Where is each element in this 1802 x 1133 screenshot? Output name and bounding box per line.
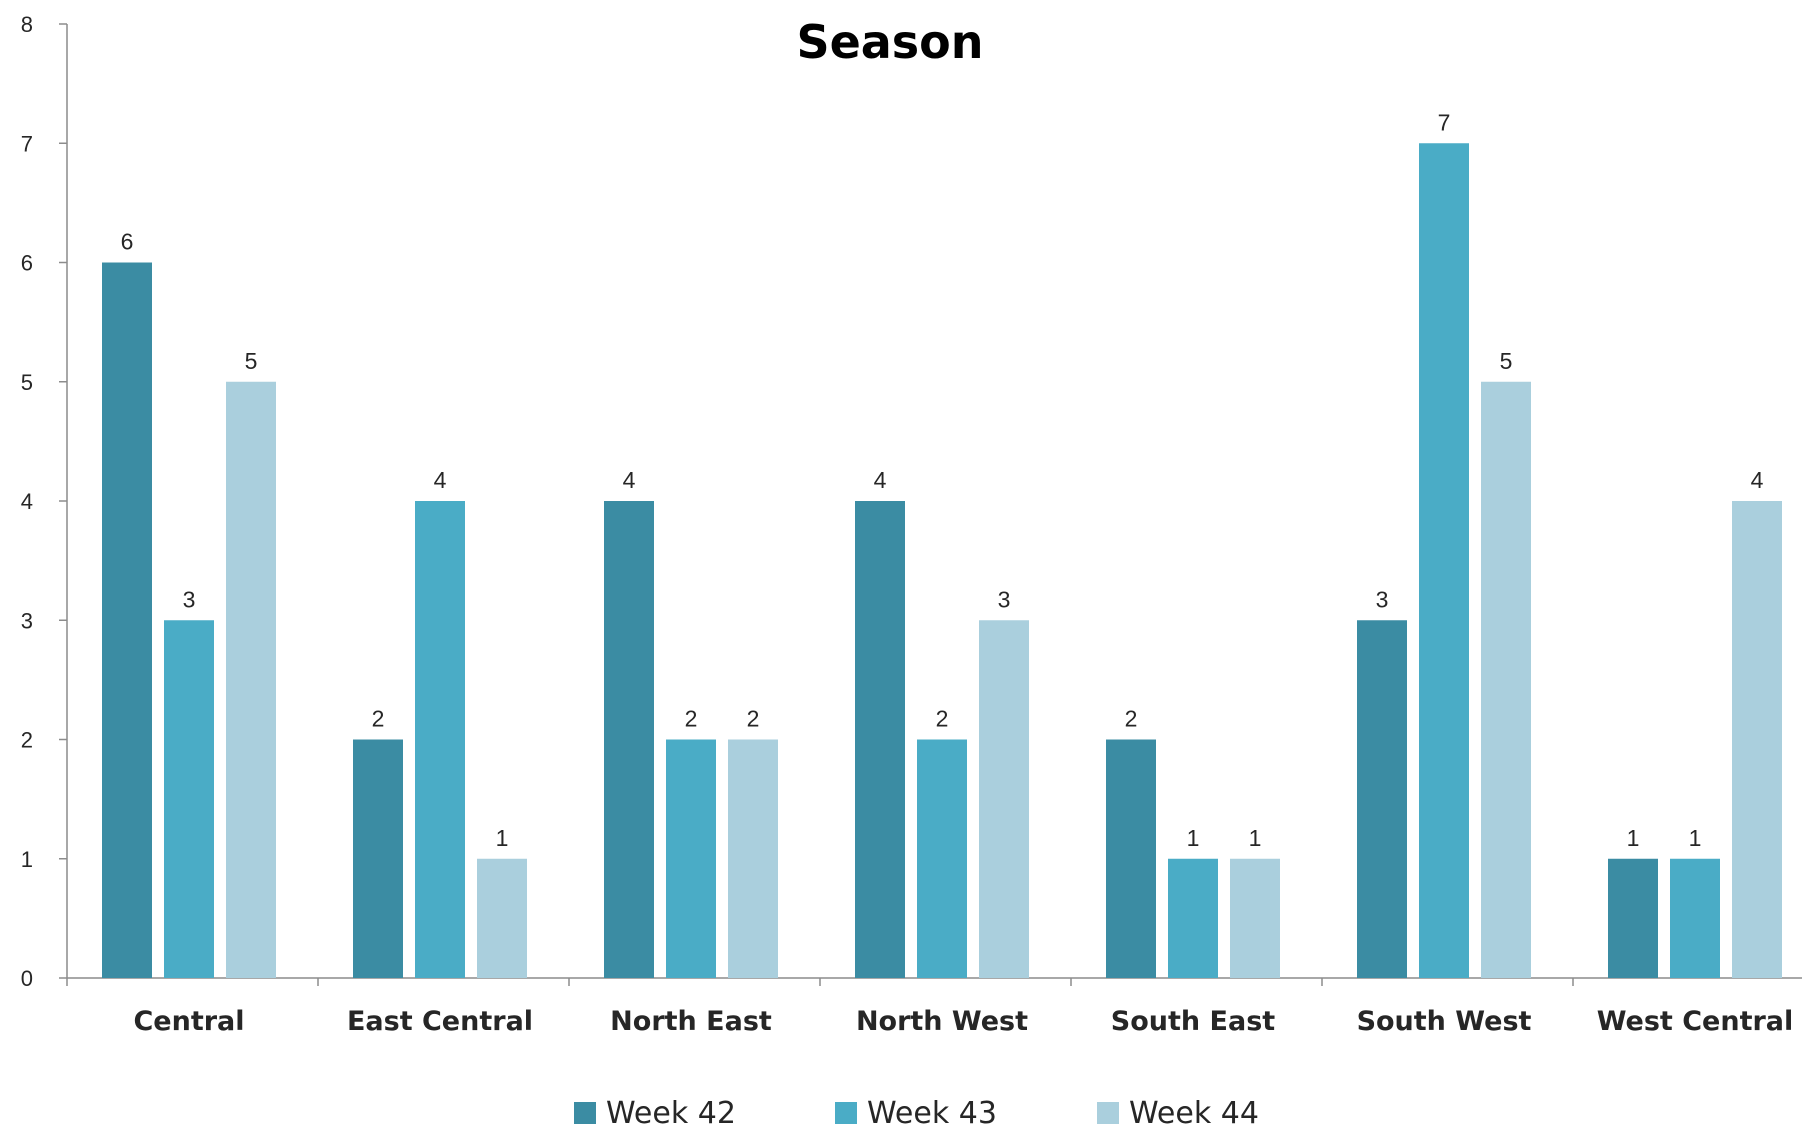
bar-week-42	[353, 739, 403, 978]
bar-week-44	[1230, 858, 1280, 978]
data-label: 6	[121, 229, 134, 255]
bar-week-42	[1106, 739, 1156, 978]
data-label: 1	[1249, 825, 1262, 851]
legend-swatch	[835, 1102, 857, 1124]
x-tick-label: South East	[1111, 1006, 1275, 1037]
data-label: 1	[1627, 825, 1640, 851]
bar-week-42	[604, 501, 654, 978]
x-tick-label: East Central	[347, 1006, 533, 1037]
data-label: 7	[1438, 109, 1451, 135]
bar-week-43	[164, 620, 214, 978]
data-label: 5	[245, 348, 258, 374]
y-tick-label: 8	[21, 12, 33, 37]
y-tick-label: 1	[21, 847, 33, 872]
chart-title: Season	[796, 15, 983, 69]
bar-week-42	[1357, 620, 1407, 978]
x-axis: Central East Central North East North West S…	[66, 977, 1802, 1037]
data-label: 4	[434, 467, 447, 493]
legend-label: Week 42	[606, 1096, 736, 1128]
y-tick-label: 0	[21, 966, 33, 991]
data-label: 2	[936, 706, 949, 732]
x-tick-label: North East	[610, 1006, 772, 1037]
data-label: 4	[874, 467, 887, 493]
data-label: 1	[1689, 825, 1702, 851]
y-tick-label: 7	[21, 131, 33, 156]
y-tick-label: 2	[21, 728, 33, 753]
data-label: 2	[372, 706, 385, 732]
bar-week-42	[855, 501, 905, 978]
bar-week-43	[1419, 143, 1469, 978]
x-tick-label: West Central	[1597, 1006, 1794, 1037]
bar-week-44	[226, 381, 276, 978]
bar-week-43	[666, 739, 716, 978]
bar-week-44	[1732, 501, 1782, 978]
y-tick-label: 3	[21, 608, 33, 633]
data-label: 3	[1376, 586, 1389, 612]
data-label: 5	[1500, 348, 1513, 374]
bar-week-42	[102, 262, 152, 978]
data-label: 2	[747, 706, 760, 732]
bar-week-43	[1168, 858, 1218, 978]
bars	[102, 143, 1782, 978]
bar-week-43	[415, 501, 465, 978]
data-label: 4	[623, 467, 636, 493]
x-tick-label: South West	[1357, 1006, 1532, 1037]
bar-week-42	[1608, 858, 1658, 978]
data-label: 2	[685, 706, 698, 732]
bar-week-44	[1481, 381, 1531, 978]
bar-week-43	[1670, 858, 1720, 978]
data-label: 1	[496, 825, 509, 851]
data-label: 1	[1187, 825, 1200, 851]
y-tick-label: 6	[21, 251, 33, 276]
legend-swatch	[1097, 1102, 1119, 1124]
bar-week-44	[979, 620, 1029, 978]
data-label: 4	[1751, 467, 1764, 493]
data-labels: 6 3 5 2 4 1 4 2 2 4 2 3 2 1 1 3 7 5 1 1 4	[121, 109, 1764, 851]
bar-week-44	[477, 858, 527, 978]
data-label: 3	[998, 586, 1011, 612]
legend-swatch	[574, 1102, 596, 1124]
y-tick-label: 5	[21, 370, 33, 395]
data-label: 3	[183, 586, 196, 612]
x-tick-label: Central	[133, 1006, 244, 1037]
y-axis: 0 1 2 3 4 5 6 7 8	[21, 12, 68, 991]
bar-week-44	[728, 739, 778, 978]
y-tick-label: 4	[21, 489, 33, 514]
bar-week-43	[917, 739, 967, 978]
legend: Week 42 Week 43 Week 44	[574, 1096, 1259, 1131]
legend-label: Week 44	[1129, 1096, 1259, 1128]
x-tick-label: North West	[856, 1006, 1028, 1037]
data-label: 2	[1125, 706, 1138, 732]
legend-label: Week 43	[867, 1096, 997, 1128]
